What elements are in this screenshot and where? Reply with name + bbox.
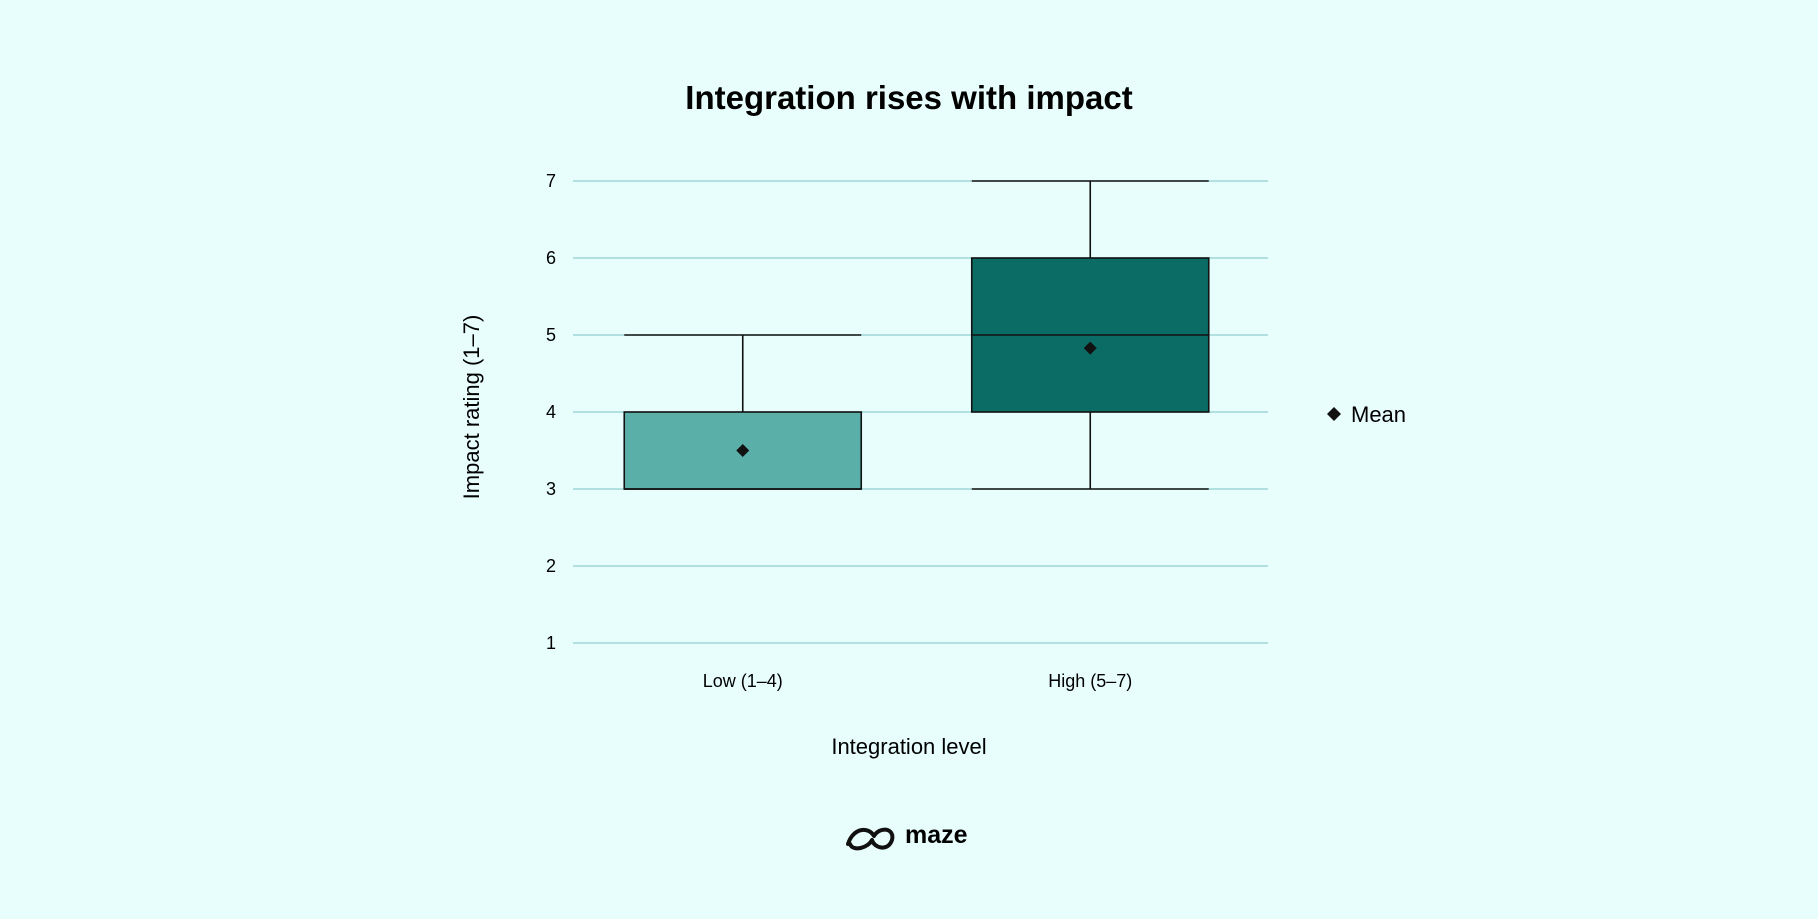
box-0 [623, 334, 863, 490]
y-tick-3: 3 [546, 479, 556, 499]
y-tick-labels: 1 2 3 4 5 6 7 [546, 171, 556, 653]
chart-title: Integration rises with impact [685, 79, 1132, 116]
mean-marker-1 [1083, 341, 1097, 355]
legend: Mean [1327, 402, 1406, 427]
maze-logo-text: maze [905, 821, 968, 849]
box-series [623, 180, 1210, 490]
y-tick-4: 4 [546, 402, 556, 422]
y-tick-1: 1 [546, 633, 556, 653]
maze-logo-icon [846, 827, 895, 851]
y-tick-7: 7 [546, 171, 556, 191]
legend-mean-label: Mean [1351, 402, 1406, 427]
x-tick-1: High (5–7) [1048, 671, 1132, 691]
x-tick-labels: Low (1–4) High (5–7) [703, 671, 1133, 691]
y-tick-2: 2 [546, 556, 556, 576]
x-axis-label: Integration level [831, 734, 986, 759]
legend-mean-marker [1327, 407, 1341, 421]
box-1 [970, 180, 1210, 490]
y-tick-6: 6 [546, 248, 556, 268]
x-tick-0: Low (1–4) [703, 671, 783, 691]
mean-marker-0 [736, 444, 750, 457]
maze-logo: maze [846, 821, 968, 851]
y-axis-label: Impact rating (1–7) [459, 315, 484, 500]
y-tick-5: 5 [546, 325, 556, 345]
